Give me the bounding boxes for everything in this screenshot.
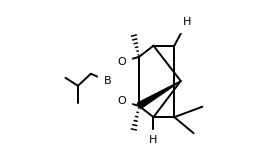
Text: O: O <box>117 57 126 67</box>
Polygon shape <box>137 81 181 109</box>
Text: O: O <box>117 96 126 106</box>
Text: B: B <box>104 76 111 86</box>
Text: H: H <box>183 17 191 27</box>
Text: H: H <box>149 135 158 145</box>
